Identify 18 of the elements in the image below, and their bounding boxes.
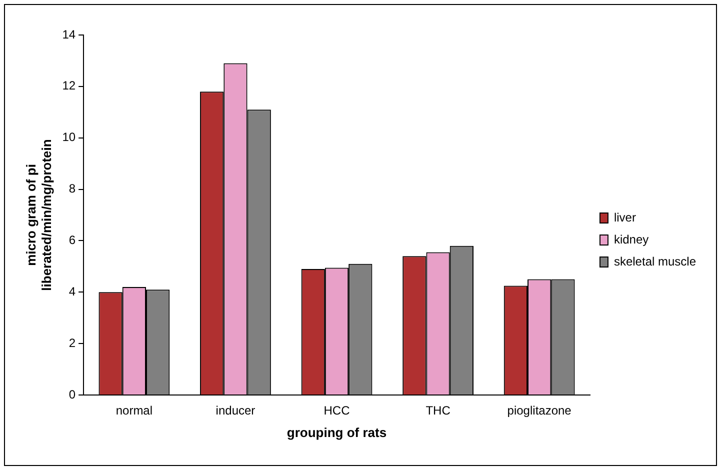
- y-tick-label: 14: [62, 27, 76, 42]
- x-tick-label: inducer: [216, 404, 256, 418]
- y-axis-title: micro gram of pi liberated/min/mg/protein: [23, 139, 54, 291]
- y-tick-label: 8: [68, 182, 76, 196]
- x-tick-label: THC: [426, 404, 451, 418]
- y-tick-label: 2: [68, 336, 76, 350]
- y-tick-label: 0: [68, 387, 76, 402]
- legend-label: kidney: [614, 232, 649, 246]
- x-tick-label: pioglitazone: [507, 404, 572, 418]
- y-tick-label: 4: [68, 284, 76, 298]
- y-tick-label: 10: [62, 130, 76, 144]
- x-tick-label: normal: [116, 404, 153, 418]
- y-tick-label: 6: [68, 233, 76, 248]
- x-axis-title: grouping of rats: [286, 424, 387, 440]
- legend-label: skeletal muscle: [614, 254, 696, 268]
- legend-label: liver: [614, 210, 636, 224]
- x-tick-label: HCC: [324, 404, 350, 418]
- y-tick-label: 12: [62, 78, 76, 93]
